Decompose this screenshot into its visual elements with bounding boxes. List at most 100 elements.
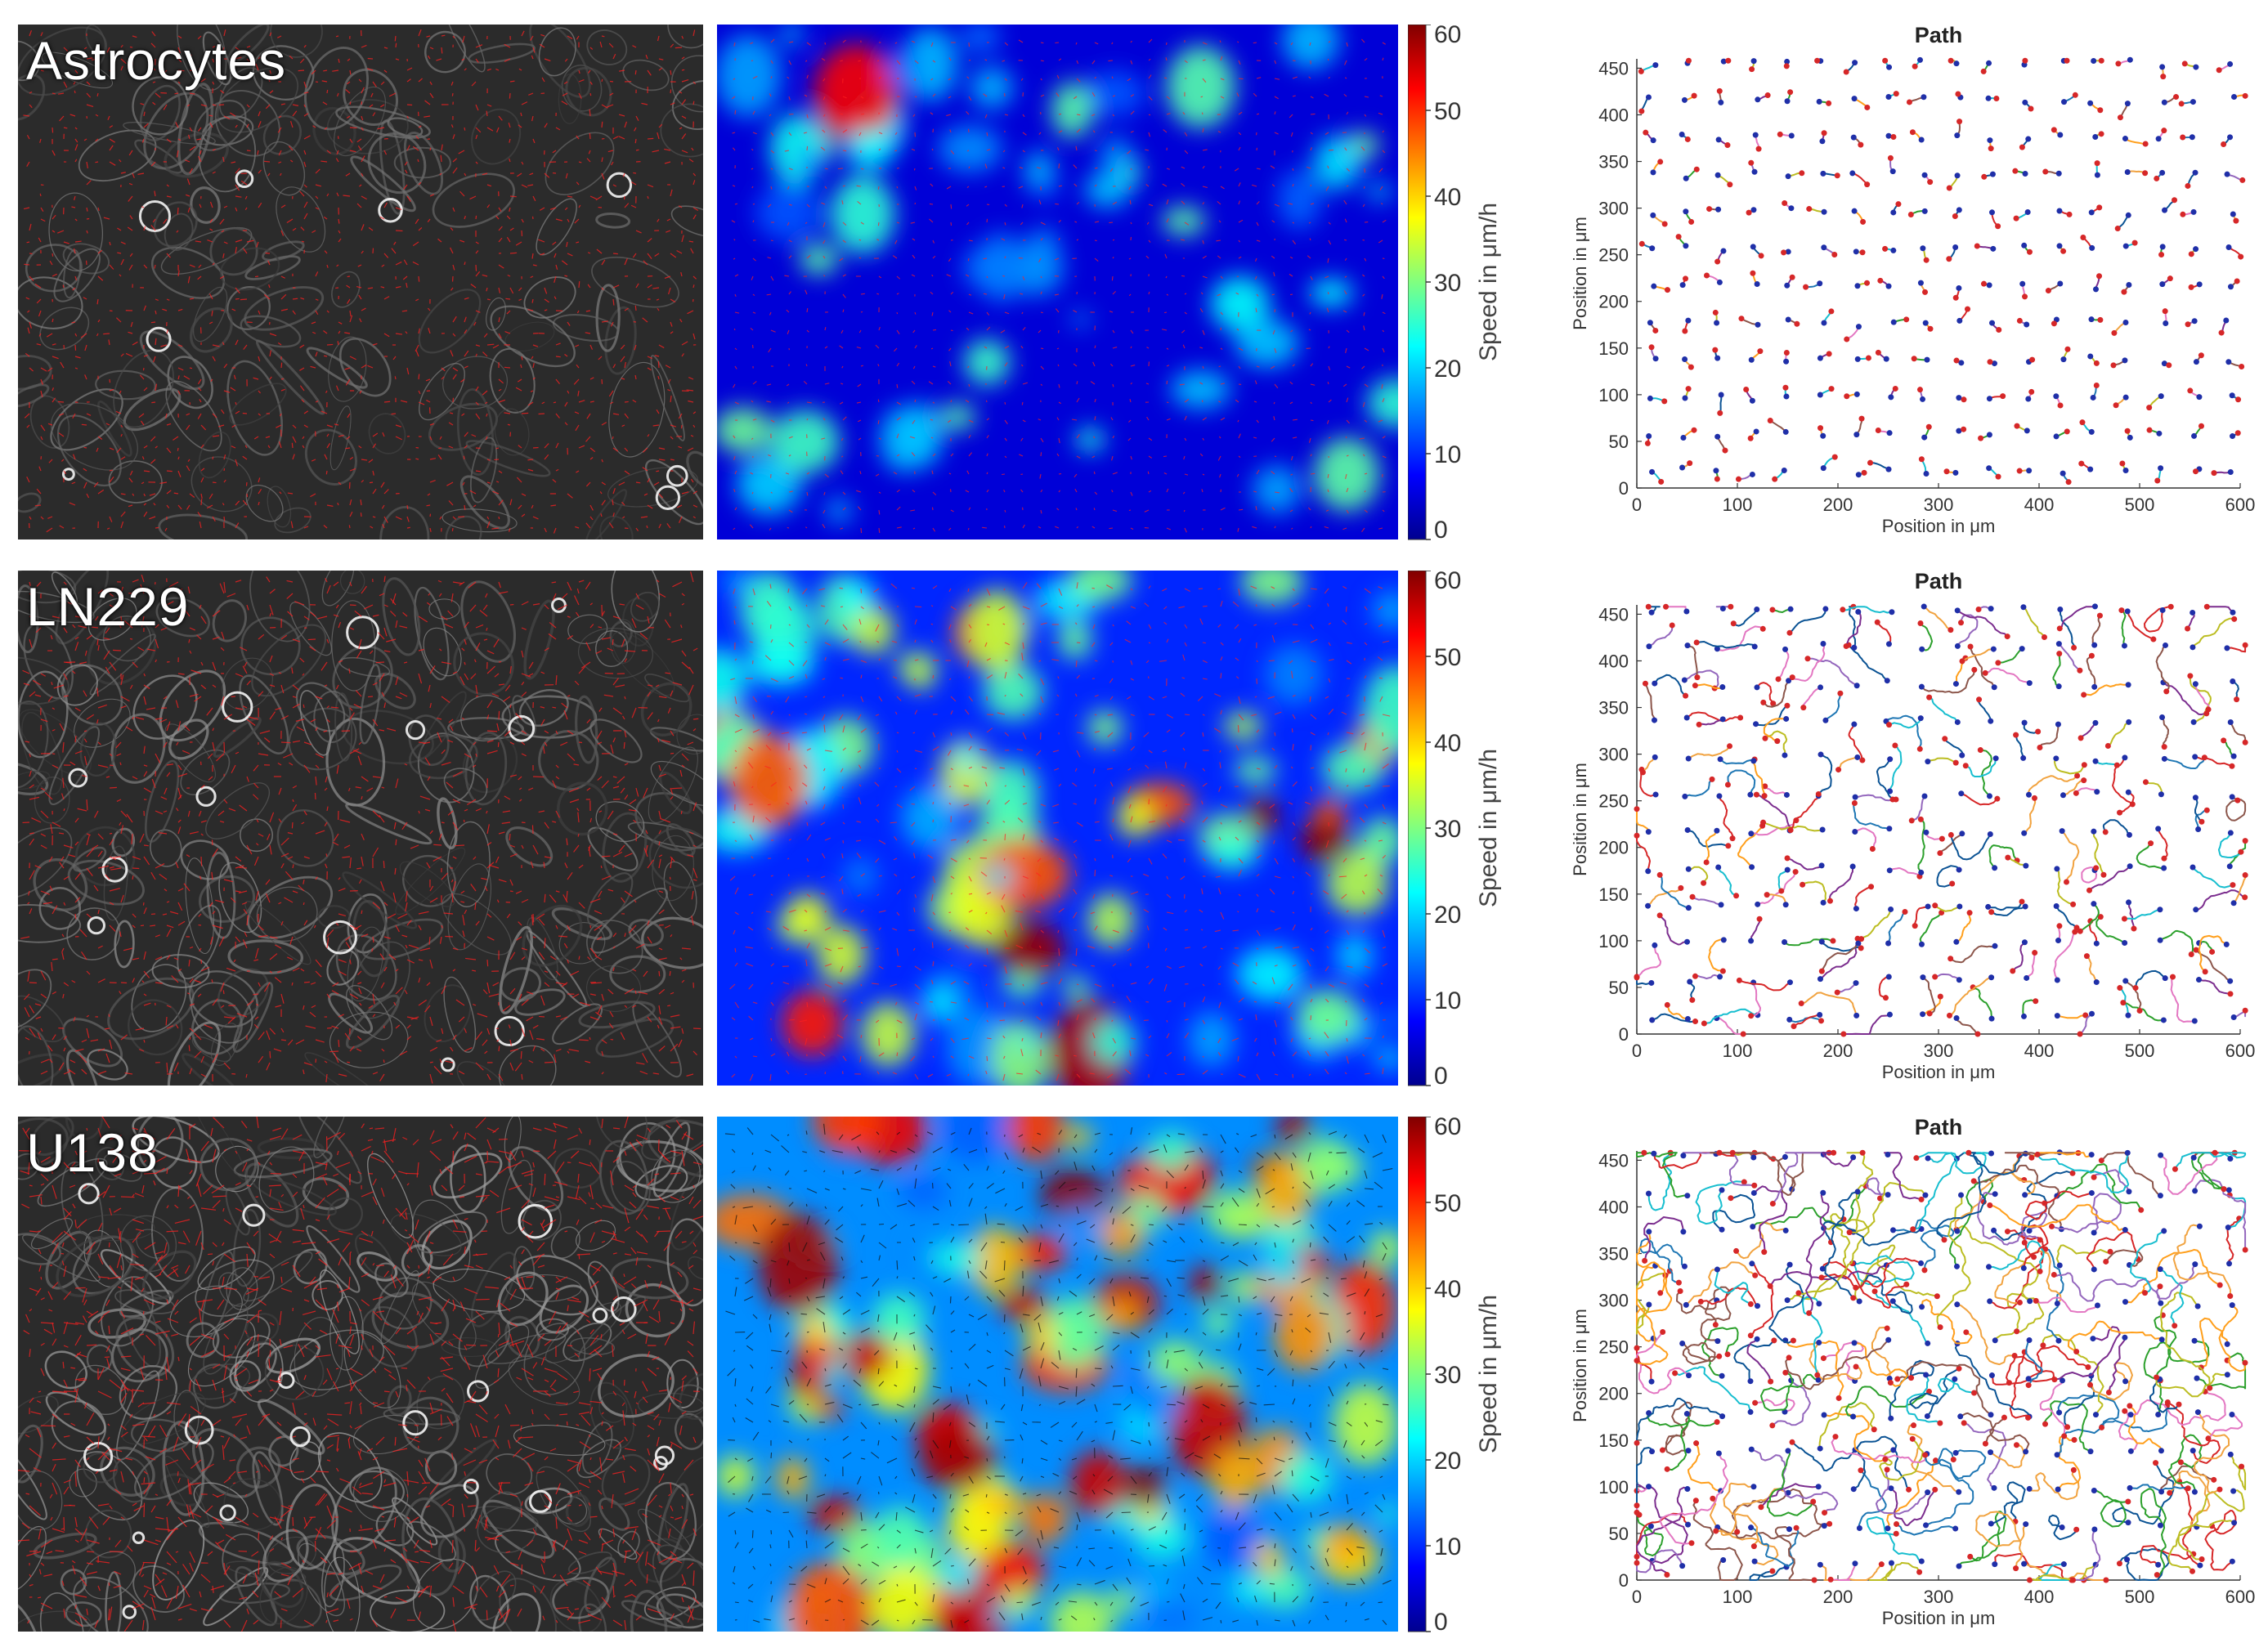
velocity-arrow xyxy=(1127,150,1132,154)
cell-track xyxy=(1769,419,1786,433)
cell-outline xyxy=(182,1053,241,1086)
velocity-arrow xyxy=(752,381,757,385)
speed-blob xyxy=(1162,206,1206,236)
track-start-marker xyxy=(2196,394,2203,401)
flow-arrow xyxy=(361,127,364,131)
flow-arrow xyxy=(155,624,159,629)
flow-arrow xyxy=(264,737,271,743)
y-tick-label: 450 xyxy=(1598,58,1629,78)
velocity-arrow xyxy=(806,307,809,313)
flow-arrow xyxy=(274,977,282,983)
track-end-marker xyxy=(2022,293,2028,300)
velocity-arrow xyxy=(1181,166,1186,169)
flow-arrow xyxy=(185,159,190,163)
flow-arrow xyxy=(452,880,456,892)
flow-arrow xyxy=(280,862,285,869)
velocity-arrow xyxy=(1238,132,1242,136)
flow-arrow xyxy=(622,516,625,519)
flow-arrow xyxy=(372,342,378,346)
flow-arrow xyxy=(607,889,614,892)
track-start-marker xyxy=(2229,392,2235,399)
flow-arrow xyxy=(361,480,365,483)
flow-arrow xyxy=(52,1034,56,1041)
flow-arrow xyxy=(418,390,421,395)
track-start-marker xyxy=(2024,321,2030,328)
velocity-arrow xyxy=(1253,437,1257,439)
velocity-arrow xyxy=(1091,455,1096,459)
flow-arrow xyxy=(280,378,285,380)
flow-arrow xyxy=(96,92,99,96)
velocity-arrow xyxy=(1181,182,1186,187)
flow-arrow xyxy=(612,436,614,440)
velocity-arrow xyxy=(822,418,826,421)
velocity-arrow xyxy=(1130,94,1135,97)
cell-outline xyxy=(326,949,360,986)
velocity-arrow xyxy=(1130,222,1132,225)
flow-arrow xyxy=(336,192,339,197)
flow-arrow xyxy=(348,525,351,529)
flow-arrow xyxy=(108,1014,110,1018)
velocity-arrow xyxy=(1308,329,1311,331)
flow-arrow xyxy=(647,504,653,509)
flow-arrow xyxy=(117,227,122,231)
velocity-arrow xyxy=(1382,311,1386,315)
flow-arrow xyxy=(631,707,637,719)
flow-arrow xyxy=(243,908,248,915)
flow-arrow xyxy=(74,636,79,640)
velocity-arrow xyxy=(788,255,792,259)
velocity-arrow xyxy=(1327,204,1329,208)
flow-arrow xyxy=(73,248,76,254)
flow-arrow xyxy=(109,593,114,597)
flow-arrow xyxy=(518,776,522,781)
velocity-arrow xyxy=(750,472,754,475)
velocity-arrow xyxy=(1130,40,1132,43)
flow-arrow xyxy=(692,172,697,177)
flow-arrow xyxy=(564,207,568,211)
flow-arrow xyxy=(183,883,190,892)
velocity-arrow xyxy=(967,527,970,531)
flow-arrow xyxy=(275,1005,282,1008)
flow-arrow xyxy=(120,493,126,495)
velocity-arrow xyxy=(1038,419,1042,421)
track-end-marker xyxy=(1712,309,1719,316)
velocity-arrow xyxy=(1000,329,1006,334)
flow-arrow xyxy=(638,992,648,995)
track-start-marker xyxy=(1683,175,1689,181)
cell-outline xyxy=(209,226,258,276)
flow-arrow xyxy=(199,150,202,154)
flow-arrow xyxy=(576,310,580,314)
velocity-arrow xyxy=(768,347,772,353)
velocity-arrow xyxy=(1166,347,1169,350)
flow-arrow xyxy=(580,1001,591,1006)
cell-tracks xyxy=(1638,56,2248,486)
cell-outline xyxy=(295,682,346,732)
velocity-arrow xyxy=(766,401,772,403)
flow-arrow xyxy=(326,343,334,346)
flow-arrow xyxy=(223,581,226,593)
flow-arrow xyxy=(43,902,53,905)
velocity-arrow xyxy=(1148,132,1151,137)
velocity-arrow xyxy=(932,255,936,259)
flow-arrow xyxy=(97,909,100,915)
velocity-arrow xyxy=(1038,132,1042,135)
flow-arrow xyxy=(473,321,477,326)
track-start-marker xyxy=(2162,207,2168,213)
flow-arrow xyxy=(672,682,683,686)
flow-arrow xyxy=(670,89,672,94)
flow-arrow xyxy=(86,217,90,220)
velocity-arrow xyxy=(806,42,812,46)
colorbar-tick-label: 60 xyxy=(1434,25,1461,48)
flow-arrow xyxy=(258,202,262,208)
speed-heatmap-ln229 xyxy=(717,571,1398,1086)
flow-arrow xyxy=(338,321,343,325)
colorbar-tick-label: 10 xyxy=(1434,441,1461,468)
velocity-arrow xyxy=(1094,150,1097,152)
flow-arrow xyxy=(610,744,614,754)
flow-arrow xyxy=(399,1050,408,1056)
flow-arrow xyxy=(109,1039,113,1050)
flow-arrow xyxy=(658,988,666,995)
colorbar-tick-label: 0 xyxy=(1434,517,1448,544)
flow-arrow xyxy=(36,343,42,346)
track-end-marker xyxy=(2042,168,2049,175)
track-end-marker xyxy=(1787,89,1794,96)
